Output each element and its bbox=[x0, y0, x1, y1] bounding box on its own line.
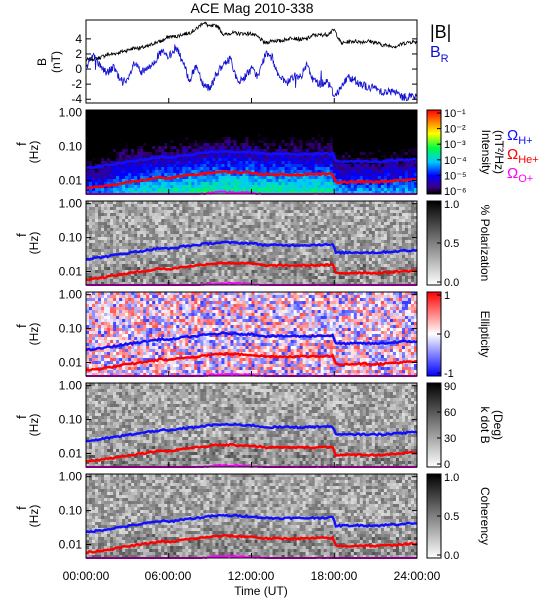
legend-omega-he-symbol: Ω bbox=[507, 146, 518, 163]
intensity-colorbar-tick-label: 10⁻³ bbox=[444, 139, 466, 151]
polarization-colorbar-tick-label: 0.5 bbox=[444, 238, 459, 250]
intensity-colorbar bbox=[427, 110, 441, 194]
ellipticity-y-tick-label: 0.10 bbox=[59, 322, 83, 336]
polarization-colorbar-label: % Polarization bbox=[478, 205, 492, 282]
legend-omega-h-subscript: H+ bbox=[518, 135, 532, 147]
intensity-y-tick-label: 0.01 bbox=[59, 174, 83, 188]
intensity-colorbar-tick-label: 10⁻¹ bbox=[444, 108, 466, 120]
coherency-colorbar-tick-label: 0.5 bbox=[444, 511, 459, 523]
x-tick-label: 24:00:00 bbox=[394, 569, 441, 583]
kdotb-y-tick-label: 0.01 bbox=[59, 447, 83, 461]
coherency-y-unit: (Hz) bbox=[27, 505, 41, 528]
legend-b-r-symbol: B bbox=[430, 44, 441, 61]
kdotb-colorbar-label: k dot B bbox=[478, 406, 492, 443]
coherency-y-tick-label: 0.01 bbox=[59, 538, 83, 552]
legend-omega-he-subscript: He+ bbox=[518, 154, 539, 166]
ellipticity-y-tick-label: 1.00 bbox=[59, 288, 83, 302]
legend-omega-o-symbol: Ω bbox=[507, 165, 518, 182]
polarization-y-tick-label: 1.00 bbox=[59, 197, 83, 211]
intensity-colorbar-tick-label: 10⁻⁵ bbox=[444, 170, 467, 182]
x-tick-labels: 00:00:00 06:00:00 12:00:00 18:00:00 24:0… bbox=[63, 569, 441, 583]
field-y-tick-label: 4 bbox=[75, 32, 82, 46]
polarization-y-tick-label: 0.01 bbox=[59, 265, 83, 279]
legend-b-r: BR bbox=[430, 44, 449, 65]
intensity-y-tick-label: 0.10 bbox=[59, 140, 83, 154]
legend-b-r-subscript: R bbox=[441, 53, 449, 65]
intensity-colorbar-unit: (nT²/Hz) bbox=[492, 130, 506, 174]
kdotb-y-unit: (Hz) bbox=[27, 414, 41, 437]
intensity-y-unit: (Hz) bbox=[27, 141, 41, 164]
legend-omega-he: ΩHe+ bbox=[507, 146, 539, 166]
field-y-tick-label: 2 bbox=[75, 47, 82, 61]
kdotb-colorbar-tick-label: 60 bbox=[444, 407, 456, 419]
kdotb-y-tick-label: 0.10 bbox=[59, 413, 83, 427]
kdotb-colorbar-tick-label: 90 bbox=[444, 381, 456, 393]
legend-b-total: |B| bbox=[430, 22, 451, 42]
kdotb-colorbar-unit: (Deg) bbox=[491, 410, 505, 440]
legend-omega-o-subscript: O+ bbox=[518, 173, 533, 185]
ellipticity-y-unit: (Hz) bbox=[27, 323, 41, 346]
legend-omega-h-symbol: Ω bbox=[507, 127, 518, 144]
x-axis-label: Time (UT) bbox=[234, 584, 288, 598]
panels-group: 420-2-4B(nT)1.000.100.01f(Hz)10⁻¹10⁻²10⁻… bbox=[14, 20, 506, 562]
polarization-panel: 1.000.100.01f(Hz)1.00.50.0% Polarization bbox=[14, 197, 492, 289]
field-y-tick-label: -2 bbox=[71, 77, 82, 91]
field-y-unit: (nT) bbox=[49, 51, 63, 73]
ellipticity-colorbar-tick-label: 0 bbox=[444, 329, 450, 341]
field-panel: 420-2-4 B(nT) bbox=[35, 20, 417, 106]
ellipticity-colorbar-label: Ellipticity bbox=[478, 311, 492, 358]
polarization-colorbar-tick-label: 0.0 bbox=[444, 277, 459, 289]
legend-omega-o: ΩO+ bbox=[507, 165, 533, 185]
kdotb-colorbar-tick-label: 0 bbox=[444, 459, 450, 471]
legend-omega-h: ΩH+ bbox=[507, 127, 533, 147]
x-tick-label: 18:00:00 bbox=[311, 569, 358, 583]
x-tick-label: 00:00:00 bbox=[63, 569, 110, 583]
intensity-colorbar-label: Intensity bbox=[479, 130, 493, 175]
kdotb-colorbar-tick-label: 30 bbox=[444, 433, 456, 445]
x-tick-label: 06:00:00 bbox=[145, 569, 192, 583]
coherency-colorbar-label: Coherency bbox=[478, 487, 492, 545]
field-y-label: B bbox=[35, 58, 49, 66]
coherency-y-tick-label: 0.10 bbox=[59, 504, 83, 518]
x-tick-label: 12:00:00 bbox=[228, 569, 275, 583]
polarization-y-tick-label: 0.10 bbox=[59, 231, 83, 245]
field-y-tick-label: -4 bbox=[71, 92, 82, 106]
intensity-y-tick-label: 1.00 bbox=[59, 106, 83, 120]
kdotb-colorbar bbox=[427, 383, 441, 467]
coherency-colorbar-tick-label: 0.0 bbox=[444, 550, 459, 562]
intensity-panel: 1.000.100.01f(Hz)10⁻¹10⁻²10⁻³10⁻⁴10⁻⁵10⁻… bbox=[14, 106, 506, 198]
polarization-colorbar-tick-label: 1.0 bbox=[444, 199, 459, 211]
polarization-y-unit: (Hz) bbox=[27, 232, 41, 255]
coherency-colorbar-tick-label: 1.0 bbox=[444, 472, 459, 484]
intensity-colorbar-tick-label: 10⁻⁶ bbox=[444, 186, 467, 198]
coherency-y-tick-label: 1.00 bbox=[59, 470, 83, 484]
intensity-colorbar-tick-label: 10⁻² bbox=[444, 124, 466, 136]
chart-title: ACE Mag 2010-338 bbox=[191, 0, 314, 16]
kdotb-y-tick-label: 1.00 bbox=[59, 379, 83, 393]
field-y-tick-label: 0 bbox=[75, 62, 82, 76]
intensity-colorbar-tick-label: 10⁻⁴ bbox=[444, 155, 467, 167]
ellipticity-colorbar-tick-label: 1 bbox=[444, 290, 450, 302]
ellipticity-colorbar-tick-label: -1 bbox=[444, 368, 454, 380]
ellipticity-y-tick-label: 0.01 bbox=[59, 356, 83, 370]
